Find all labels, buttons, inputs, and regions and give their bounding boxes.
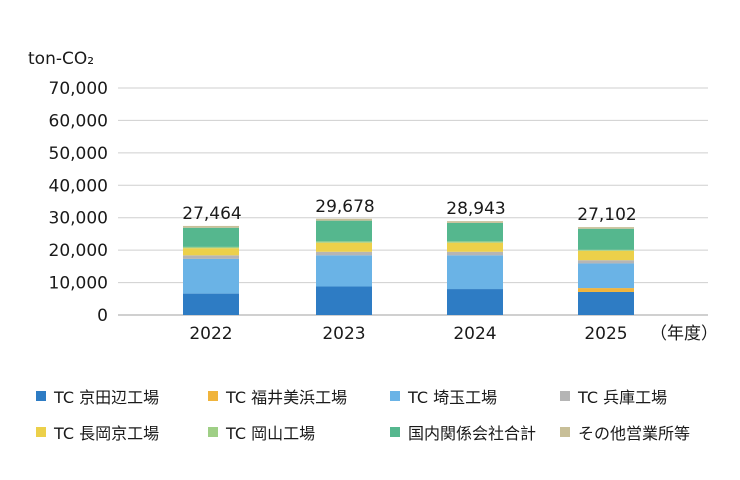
legend-label: TC 福井美浜工場: [226, 388, 348, 407]
bar-segment: [316, 242, 372, 252]
bars: [183, 218, 634, 315]
legend-label: TC 兵庫工場: [578, 388, 668, 407]
bar-segment: [183, 225, 239, 228]
bar-segment: [316, 286, 372, 315]
labels: 0 10,000 20,000 30,000 40,000 50,000 60,000 70,…: [49, 79, 637, 344]
bar-segment: [183, 227, 239, 247]
legend-label: TC 岡山工場: [226, 424, 316, 443]
bar-segment: [578, 249, 634, 251]
y-tick-label: 50,000: [49, 144, 108, 164]
bar-segment: [447, 241, 503, 243]
legend-swatch: [36, 391, 46, 401]
x-tick-label: 2024: [453, 324, 496, 344]
legend-item: TC 京田辺工場: [36, 384, 208, 408]
bar-segment: [183, 258, 239, 294]
x-tick-label: 2022: [189, 324, 232, 344]
legend-item: 国内関係会社合計: [390, 420, 560, 444]
bar-segment: [316, 218, 372, 221]
bar-segment: [447, 251, 503, 256]
total-label: 27,102: [577, 205, 636, 225]
legend-item: TC 福井美浜工場: [208, 384, 390, 408]
y-tick-label: 40,000: [49, 176, 108, 196]
x-tick-label: 2025: [584, 324, 627, 344]
bar-segment: [316, 241, 372, 243]
total-label: 27,464: [182, 204, 241, 224]
legend-swatch: [36, 427, 46, 437]
bar-segment: [316, 220, 372, 242]
bar-segment: [447, 221, 503, 223]
y-tick-label: 10,000: [49, 274, 108, 294]
bar-segment: [447, 255, 503, 290]
x-tick-label: 2023: [322, 324, 365, 344]
legend-swatch: [390, 391, 400, 401]
bar-segment: [183, 246, 239, 249]
legend-item: TC 埼玉工場: [390, 384, 560, 408]
legend-label: TC 埼玉工場: [408, 388, 498, 407]
legend-item: TC 兵庫工場: [560, 384, 720, 408]
legend-item: その他営業所等: [560, 420, 720, 444]
legend-label: TC 長岡京工場: [54, 424, 160, 443]
legend-label: TC 京田辺工場: [54, 388, 160, 407]
y-tick-label: 30,000: [49, 209, 108, 229]
bar-segment: [447, 242, 503, 252]
bar-segment: [447, 289, 503, 315]
bar-chart: ton-CO₂ （年度） 0 10,000 20,000 30,000 40,000 50…: [28, 49, 718, 344]
bar-segment: [578, 228, 634, 250]
y-unit-label: ton-CO₂: [28, 49, 94, 69]
legend-item: TC 長岡京工場: [36, 420, 208, 444]
legend-swatch: [208, 427, 218, 437]
bar-segment: [183, 248, 239, 256]
y-tick-label: 20,000: [49, 241, 108, 261]
legend-label: 国内関係会社合計: [408, 424, 537, 443]
bar-segment: [578, 260, 634, 264]
bar-segment: [578, 227, 634, 229]
bar-segment: [578, 250, 634, 261]
bar-segment: [447, 222, 503, 242]
y-tick-label: 60,000: [49, 111, 108, 131]
total-label: 29,678: [315, 197, 374, 217]
bar-segment: [183, 293, 239, 315]
legend-label: その他営業所等: [578, 424, 691, 443]
legend-swatch: [208, 391, 218, 401]
legend-swatch: [560, 427, 570, 437]
legend-item: TC 岡山工場: [208, 420, 390, 444]
legend-swatch: [560, 391, 570, 401]
total-label: 28,943: [446, 199, 505, 219]
bar-segment: [316, 251, 372, 256]
y-tick-label: 0: [97, 306, 108, 326]
bar-segment: [578, 288, 634, 292]
bar-segment: [578, 263, 634, 289]
x-unit-label: （年度）: [650, 324, 718, 344]
y-tick-label: 70,000: [49, 79, 108, 99]
legend-swatch: [390, 427, 400, 437]
bar-segment: [578, 291, 634, 315]
legend: TC 京田辺工場 TC 福井美浜工場 TC 埼玉工場 TC 兵庫工場 TC 長岡京工場 T…: [36, 384, 726, 444]
bar-segment: [316, 255, 372, 287]
bar-segment: [183, 255, 239, 259]
